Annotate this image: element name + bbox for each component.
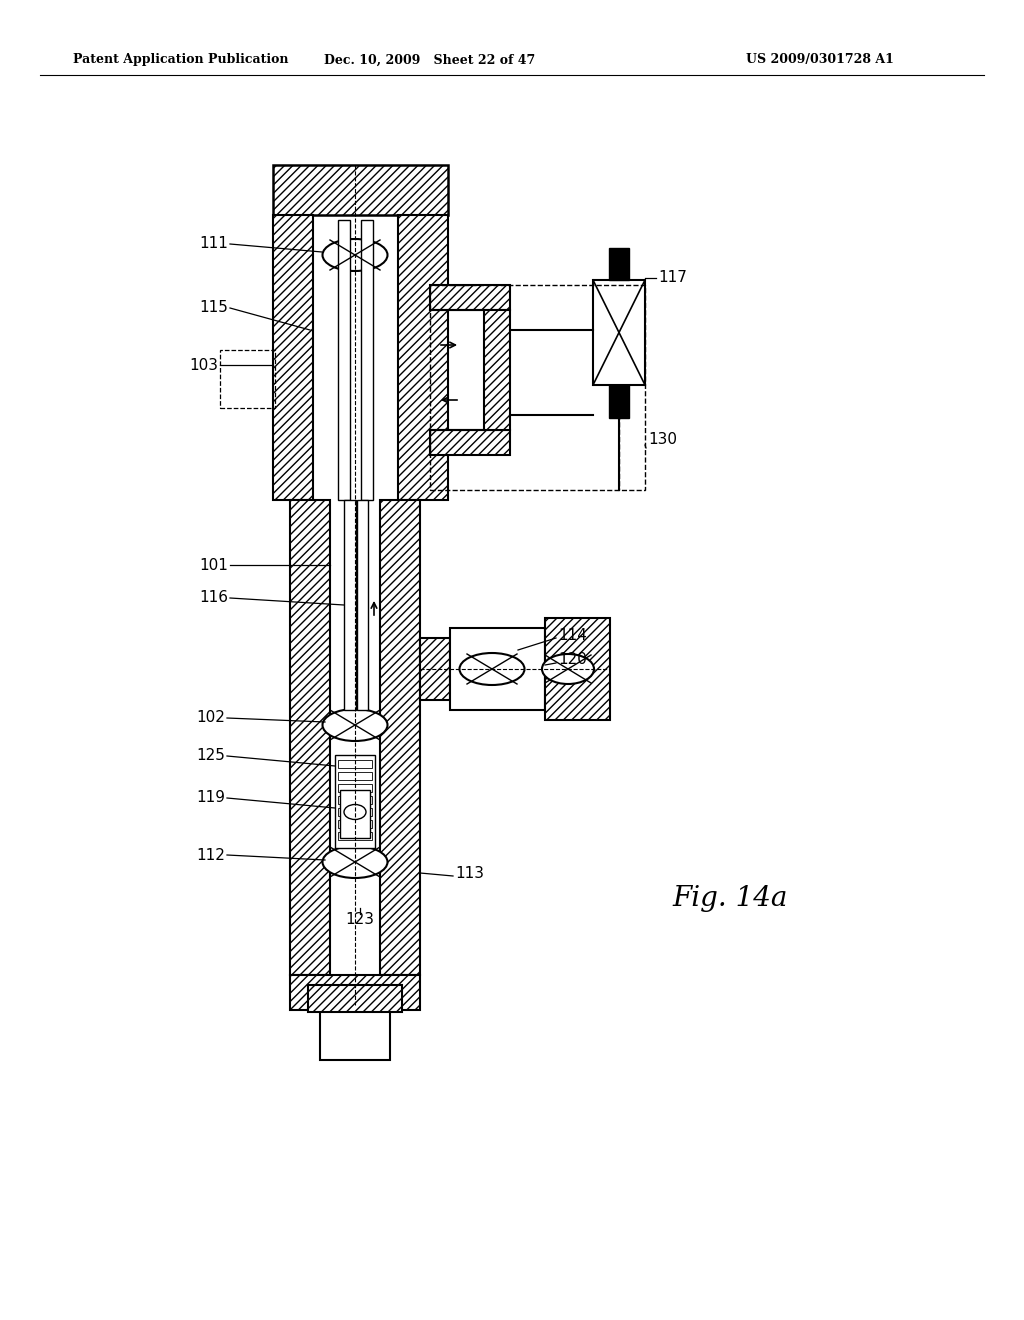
Bar bbox=[220, 350, 275, 408]
Bar bbox=[273, 215, 313, 500]
Text: 102: 102 bbox=[197, 710, 225, 726]
Bar bbox=[380, 500, 420, 975]
Bar bbox=[308, 985, 402, 1012]
Bar bbox=[338, 796, 372, 804]
Text: 113: 113 bbox=[455, 866, 484, 880]
Text: 116: 116 bbox=[199, 590, 228, 606]
Text: 112: 112 bbox=[197, 847, 225, 862]
Bar bbox=[344, 500, 356, 710]
Ellipse shape bbox=[460, 653, 524, 685]
Text: 115: 115 bbox=[199, 301, 228, 315]
Text: 123: 123 bbox=[345, 912, 375, 928]
Text: 114: 114 bbox=[558, 627, 587, 643]
Bar bbox=[609, 248, 629, 280]
Text: 125: 125 bbox=[197, 748, 225, 763]
Bar bbox=[545, 618, 610, 719]
Bar bbox=[319, 1010, 390, 1060]
Bar bbox=[338, 820, 372, 828]
Text: Fig. 14a: Fig. 14a bbox=[672, 884, 787, 912]
Bar bbox=[450, 628, 545, 710]
Text: Patent Application Publication: Patent Application Publication bbox=[73, 54, 289, 66]
Bar bbox=[361, 220, 373, 500]
Bar bbox=[290, 975, 420, 1010]
Bar bbox=[335, 755, 375, 847]
Text: 117: 117 bbox=[658, 271, 687, 285]
Bar bbox=[338, 808, 372, 816]
Bar bbox=[290, 500, 330, 975]
Text: 120: 120 bbox=[558, 652, 587, 668]
Text: 130: 130 bbox=[648, 433, 677, 447]
Ellipse shape bbox=[344, 804, 366, 820]
Bar bbox=[593, 280, 645, 385]
Bar bbox=[430, 285, 510, 310]
Text: US 2009/0301728 A1: US 2009/0301728 A1 bbox=[746, 54, 894, 66]
Bar bbox=[338, 220, 350, 500]
Bar bbox=[340, 789, 370, 838]
Bar bbox=[338, 832, 372, 840]
Text: 103: 103 bbox=[189, 358, 218, 372]
Bar bbox=[609, 385, 629, 418]
Bar bbox=[430, 430, 510, 455]
Bar bbox=[357, 500, 368, 710]
Bar bbox=[338, 784, 372, 792]
Text: Dec. 10, 2009   Sheet 22 of 47: Dec. 10, 2009 Sheet 22 of 47 bbox=[325, 54, 536, 66]
Bar bbox=[398, 215, 449, 500]
Text: 101: 101 bbox=[199, 557, 228, 573]
Ellipse shape bbox=[542, 653, 594, 684]
Ellipse shape bbox=[323, 846, 387, 878]
Bar bbox=[338, 772, 372, 780]
Text: 119: 119 bbox=[196, 791, 225, 805]
Bar bbox=[430, 285, 645, 490]
Bar bbox=[484, 310, 510, 430]
Text: 111: 111 bbox=[199, 236, 228, 252]
Bar bbox=[420, 638, 450, 700]
Bar bbox=[338, 760, 372, 768]
Ellipse shape bbox=[323, 709, 387, 741]
Ellipse shape bbox=[323, 239, 387, 271]
Bar bbox=[273, 165, 449, 215]
